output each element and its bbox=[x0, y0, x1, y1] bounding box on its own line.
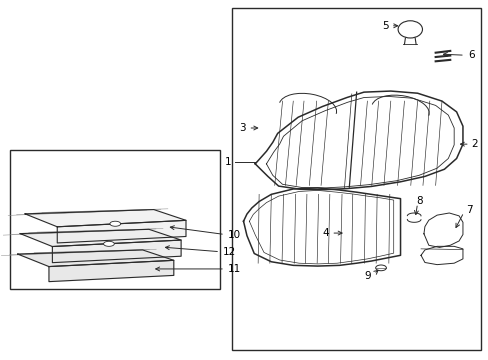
Ellipse shape bbox=[110, 221, 121, 226]
Bar bbox=[10, 149, 220, 289]
Text: 5: 5 bbox=[381, 21, 387, 31]
Text: 3: 3 bbox=[239, 123, 245, 133]
Polygon shape bbox=[25, 210, 185, 227]
Text: 10: 10 bbox=[227, 230, 240, 239]
Text: 9: 9 bbox=[364, 271, 370, 281]
Text: 4: 4 bbox=[322, 228, 328, 238]
Ellipse shape bbox=[397, 21, 422, 38]
Text: 8: 8 bbox=[415, 196, 422, 206]
Polygon shape bbox=[18, 250, 173, 266]
Polygon shape bbox=[57, 220, 185, 243]
Text: 1: 1 bbox=[225, 157, 231, 167]
Polygon shape bbox=[52, 240, 181, 263]
Polygon shape bbox=[20, 229, 181, 247]
Text: 12: 12 bbox=[222, 247, 235, 257]
Text: 2: 2 bbox=[471, 139, 477, 149]
Ellipse shape bbox=[375, 265, 386, 271]
Polygon shape bbox=[49, 260, 173, 282]
Text: 11: 11 bbox=[227, 264, 240, 274]
Bar bbox=[232, 8, 480, 350]
Ellipse shape bbox=[103, 241, 114, 246]
Text: 7: 7 bbox=[465, 205, 471, 215]
Text: 6: 6 bbox=[467, 50, 473, 60]
